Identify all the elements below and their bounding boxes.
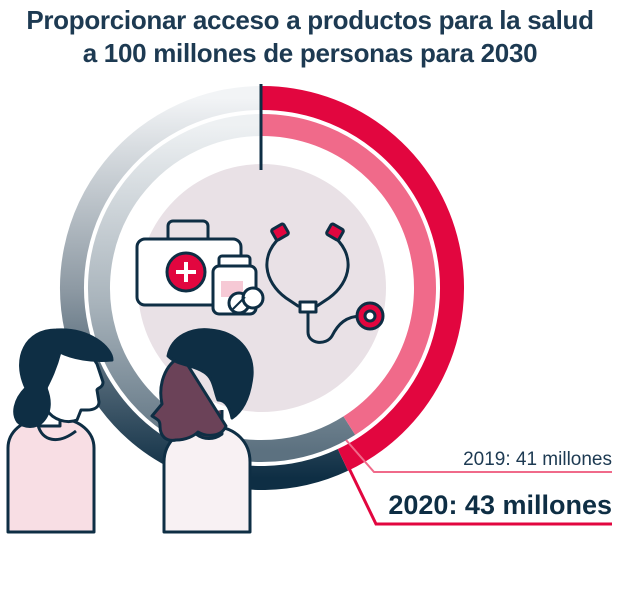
woman-icon xyxy=(8,330,112,532)
label-2020: 2020: 43 millones xyxy=(388,490,612,520)
label-2019: 2019: 41 millones xyxy=(463,449,612,470)
